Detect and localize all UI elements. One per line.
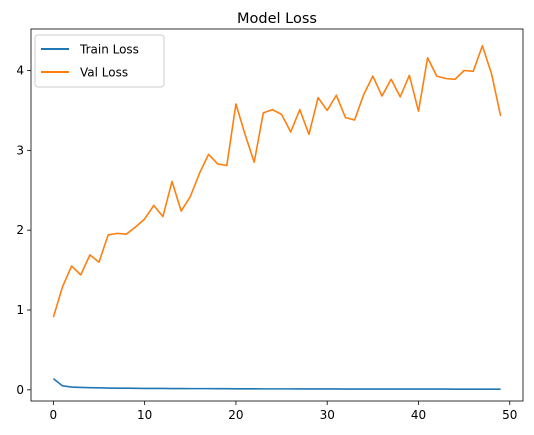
x-tick-label: 40 bbox=[411, 408, 426, 422]
y-tick-label: 1 bbox=[16, 303, 24, 317]
x-tick-label: 0 bbox=[50, 408, 58, 422]
y-tick-label: 4 bbox=[16, 64, 24, 78]
plot-area: 0 10 20 30 40 50 0 1 2 3 4 bbox=[16, 28, 524, 422]
x-tick-label: 10 bbox=[137, 408, 152, 422]
legend-label-train: Train Loss bbox=[79, 43, 139, 57]
legend: Train Loss Val Loss bbox=[34, 34, 165, 88]
legend-label-val: Val Loss bbox=[80, 66, 128, 80]
x-tick-label: 50 bbox=[502, 408, 517, 422]
x-tick-label: 20 bbox=[228, 408, 243, 422]
series-line-train-loss bbox=[52, 378, 501, 390]
series-line-val-loss bbox=[52, 44, 502, 318]
y-tick-label: 3 bbox=[16, 143, 24, 157]
y-tick-label: 0 bbox=[16, 383, 24, 397]
x-axis: 0 10 20 30 40 50 bbox=[50, 401, 517, 422]
series-group bbox=[52, 44, 502, 390]
y-tick-label: 2 bbox=[16, 223, 24, 237]
y-axis: 0 1 2 3 4 bbox=[16, 64, 31, 397]
x-tick-label: 30 bbox=[320, 408, 335, 422]
chart-title: Model Loss bbox=[237, 11, 317, 27]
plot-frame bbox=[30, 28, 524, 402]
